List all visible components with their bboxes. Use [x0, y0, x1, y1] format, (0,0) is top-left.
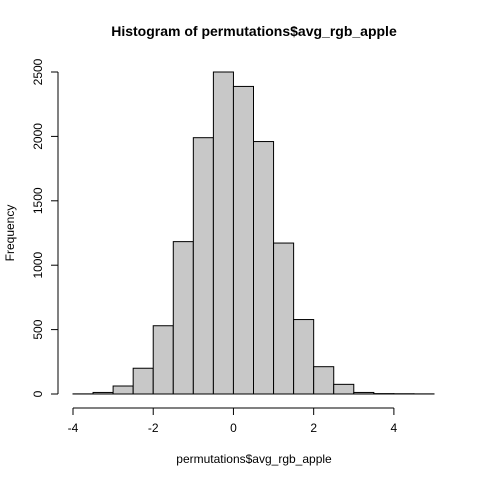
chart-title: Histogram of permutations$avg_rgb_apple: [111, 23, 397, 39]
y-tick-label: 2500: [31, 58, 45, 85]
histogram-bar-3: [132, 367, 154, 395]
histogram-bar-7: [212, 71, 234, 395]
x-axis: -4 -2 0 2 4: [68, 407, 398, 435]
y-tick-label: 1500: [31, 187, 45, 214]
histogram-bar-8: [232, 85, 255, 395]
x-tick-label: 2: [310, 421, 317, 435]
x-tick-label: -2: [148, 421, 159, 435]
histogram-bars: [72, 71, 435, 395]
histogram-bar-4: [152, 325, 174, 395]
x-axis-label: permutations$avg_rgb_apple: [176, 452, 332, 466]
y-tick-label: 500: [31, 319, 45, 339]
x-tick-label: 0: [230, 421, 237, 435]
y-axis: 0 500 1000 1500 2000 2500: [31, 58, 59, 397]
histogram-bar-13: [333, 383, 355, 395]
y-tick-label: 0: [31, 390, 45, 397]
histogram-bar-2: [112, 385, 134, 395]
histogram-bar-14: [353, 391, 375, 395]
x-tick-label: 4: [391, 421, 398, 435]
y-tick-label: 2000: [31, 123, 45, 150]
histogram-bar-5: [172, 241, 194, 395]
x-tick-label: -4: [68, 421, 79, 435]
y-tick-label: 1000: [31, 252, 45, 279]
histogram-bar-12: [313, 366, 335, 395]
histogram-bar-6: [192, 137, 214, 395]
histogram-bar-9: [253, 141, 275, 395]
histogram-bar-1: [92, 391, 114, 395]
y-axis-label: Frequency: [3, 205, 17, 262]
histogram-bar-11: [293, 319, 315, 395]
histogram-bar-10: [273, 242, 295, 395]
